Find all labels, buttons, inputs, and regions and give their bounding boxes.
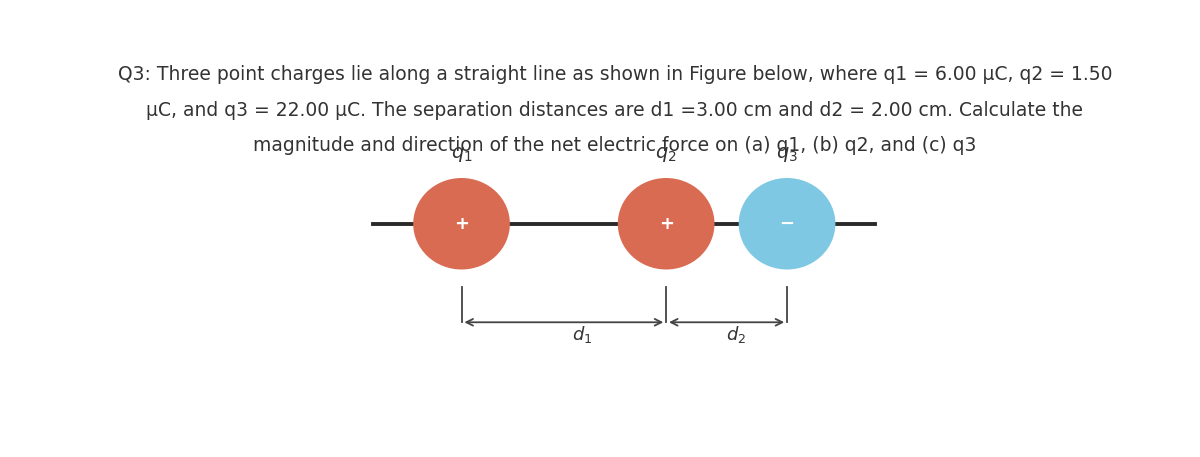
Text: Q3: Three point charges lie along a straight line as shown in Figure below, wher: Q3: Three point charges lie along a stra… — [118, 65, 1112, 85]
Text: $q_3$: $q_3$ — [776, 145, 798, 164]
Text: $q_2$: $q_2$ — [655, 145, 677, 164]
Text: μC, and q3 = 22.00 μC. The separation distances are d1 =3.00 cm and d2 = 2.00 cm: μC, and q3 = 22.00 μC. The separation di… — [146, 101, 1084, 120]
Text: −: − — [780, 215, 794, 233]
Text: magnitude and direction of the net electric force on (a) q1, (b) q2, and (c) q3: magnitude and direction of the net elect… — [253, 136, 977, 155]
Ellipse shape — [413, 178, 510, 270]
Text: +: + — [454, 215, 469, 233]
Text: $d_1$: $d_1$ — [572, 324, 593, 345]
Ellipse shape — [739, 178, 835, 270]
Text: $q_1$: $q_1$ — [451, 145, 473, 164]
Text: $d_2$: $d_2$ — [726, 324, 746, 345]
Text: +: + — [659, 215, 673, 233]
Ellipse shape — [618, 178, 714, 270]
